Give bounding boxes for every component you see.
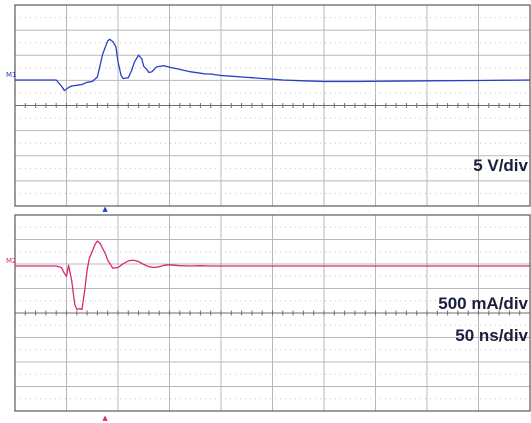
channel-1-scale-label: 5 V/div: [473, 156, 528, 175]
trigger-marker-icon: ▲: [102, 414, 108, 422]
channel-1-label: M1: [6, 71, 17, 79]
channel-2-label: M2: [6, 257, 17, 265]
channel-2-scale-label: 500 mA/div: [438, 294, 528, 313]
channel-1-panel: M1 ▲: [6, 4, 531, 213]
plot-frame: [14, 214, 531, 412]
timebase-label: 50 ns/div: [455, 326, 528, 345]
channel-2-trace: [15, 240, 530, 311]
trigger-marker-icon: ▲: [102, 205, 108, 213]
plot-frame: [14, 4, 531, 207]
channel-2-panel: M2 ▲: [6, 214, 531, 422]
channel-1-trace: [15, 38, 531, 92]
